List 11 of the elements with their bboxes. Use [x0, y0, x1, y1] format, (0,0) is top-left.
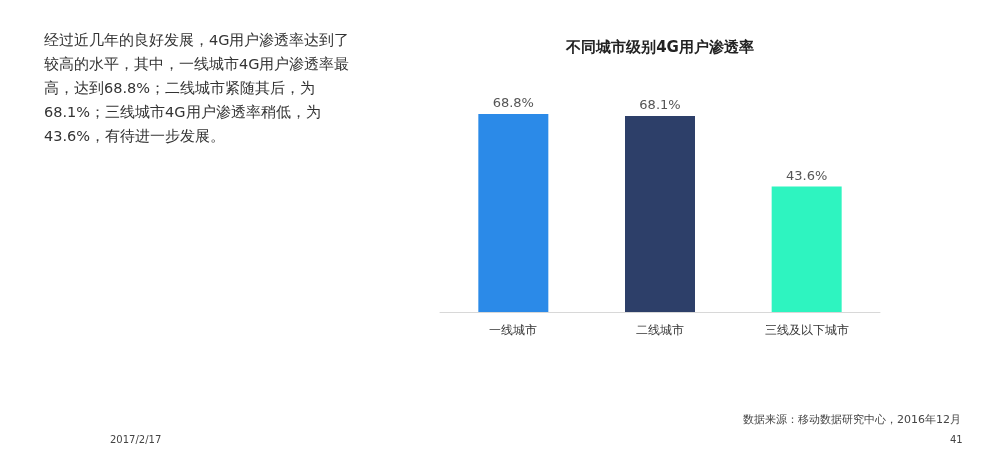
text: 2017/2/17 — [110, 434, 162, 445]
x-tick-label: 二线城市 — [636, 323, 684, 337]
text: 经过近几年的良好发展，4G用户渗透率达到了较高的水平，其中，一线城市4G用户渗透率最高，达到68.8%；二线城市紧随其后，为68.1%；三线城市4G用户渗透率稍低，为43.6%，有待进一步发展。 — [44, 31, 351, 146]
data-label: 68.8% — [492, 95, 534, 110]
x-tick-label: 一线城市 — [489, 323, 538, 337]
source-note: 数据来源：移动数据研究中心，2016年12月 — [743, 412, 961, 427]
x-tick-label: 三线及以下城市 — [764, 323, 849, 337]
chart-title: 不同城市级别4G用户渗透率 — [565, 37, 754, 56]
data-label: 43.6% — [786, 167, 828, 183]
data-label: 68.1% — [639, 97, 681, 113]
text: 41 — [950, 434, 963, 445]
